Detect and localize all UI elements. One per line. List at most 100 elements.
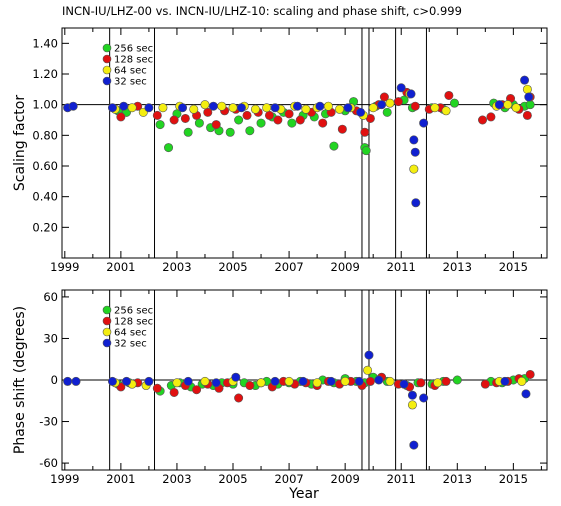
top-y-axis-label: Scaling factor xyxy=(12,95,28,191)
data-point xyxy=(144,103,154,113)
scaling-factor-panel: 1999 2001 2003 2005 2007 2009 2011 2013 2015 0.20… xyxy=(12,27,548,274)
x-tick-label: 2007 xyxy=(274,472,303,486)
data-point xyxy=(396,83,406,93)
data-point xyxy=(385,376,395,386)
data-point xyxy=(409,135,419,145)
x-tick-label: 2001 xyxy=(106,260,135,274)
x-tick-label: 2015 xyxy=(499,260,528,274)
data-point xyxy=(511,103,521,113)
x-tick-label: 1999 xyxy=(50,472,79,486)
data-point xyxy=(444,90,454,100)
data-point xyxy=(178,103,188,113)
data-point xyxy=(68,101,78,111)
data-point xyxy=(211,120,221,130)
data-point xyxy=(419,393,429,403)
data-point xyxy=(410,101,420,111)
data-point xyxy=(245,381,255,391)
x-tick-label: 2011 xyxy=(387,472,416,486)
data-point xyxy=(127,103,137,113)
data-point xyxy=(409,440,419,450)
x-tick-label: 2015 xyxy=(499,472,528,486)
data-point xyxy=(217,101,227,111)
data-point xyxy=(337,124,347,134)
data-point xyxy=(340,376,350,386)
data-point xyxy=(234,115,244,125)
data-point xyxy=(441,376,451,386)
data-point xyxy=(410,147,420,157)
data-point xyxy=(377,100,387,110)
data-point xyxy=(374,375,384,385)
legend-marker xyxy=(102,316,112,326)
data-point xyxy=(292,101,302,111)
y-tick-label: 0 xyxy=(51,373,58,387)
data-point xyxy=(312,378,322,388)
bottom-y-axis-label: Phase shift (degrees) xyxy=(12,306,28,454)
data-point xyxy=(225,127,235,137)
data-point xyxy=(194,118,204,128)
legend-marker xyxy=(102,54,112,64)
legend-marker xyxy=(102,338,112,348)
top-plot-frame xyxy=(61,27,548,259)
data-point xyxy=(524,92,534,102)
legend-marker xyxy=(102,327,112,337)
data-point xyxy=(364,350,374,360)
data-point xyxy=(231,372,241,382)
data-point xyxy=(250,104,260,114)
x-axis-label: Year xyxy=(288,486,319,502)
data-point xyxy=(354,376,364,386)
data-point xyxy=(407,390,417,400)
data-point xyxy=(522,110,532,120)
data-point xyxy=(71,376,81,386)
y-tick-label: 0.80 xyxy=(32,128,58,142)
x-tick-label: 1999 xyxy=(50,260,79,274)
data-point xyxy=(409,164,419,174)
data-point xyxy=(262,103,272,113)
data-point xyxy=(368,103,378,113)
legend-label: 32 sec xyxy=(114,339,147,350)
legend-marker xyxy=(102,65,112,75)
data-point xyxy=(449,98,459,108)
data-point xyxy=(200,376,210,386)
data-point xyxy=(158,103,168,113)
data-point xyxy=(208,101,218,111)
data-point xyxy=(164,143,174,153)
data-point xyxy=(503,100,513,110)
data-point xyxy=(521,389,531,399)
data-point xyxy=(525,100,535,110)
data-point xyxy=(525,369,535,379)
data-point xyxy=(301,104,311,114)
data-point xyxy=(407,400,417,410)
y-tick-label: 30 xyxy=(43,331,58,345)
data-point xyxy=(119,101,129,111)
data-point xyxy=(234,393,244,403)
data-point xyxy=(517,376,527,386)
data-point xyxy=(270,376,280,386)
data-point xyxy=(284,376,294,386)
data-point xyxy=(273,115,283,125)
data-point xyxy=(326,376,336,386)
data-point xyxy=(406,89,416,99)
data-point xyxy=(318,118,328,128)
data-point xyxy=(183,376,193,386)
data-point xyxy=(520,75,530,85)
data-point xyxy=(478,115,488,125)
chart-title: INCN-IU/LHZ-00 vs. INCN-IU/LHZ-10: scali… xyxy=(62,4,462,18)
y-tick-label: -60 xyxy=(39,456,58,470)
x-tick-label: 2003 xyxy=(162,472,191,486)
data-point xyxy=(155,120,165,130)
data-point xyxy=(256,118,266,128)
y-tick-label: 0.20 xyxy=(32,220,58,234)
data-point xyxy=(169,115,179,125)
phase-shift-panel: 1999 2001 2003 2005 2007 2009 2011 2013 2015 -60 -… xyxy=(12,289,548,502)
data-point xyxy=(245,126,255,136)
data-point xyxy=(361,146,371,156)
data-point xyxy=(315,101,325,111)
data-point xyxy=(242,110,252,120)
data-point xyxy=(522,84,532,94)
data-point xyxy=(382,107,392,117)
data-point xyxy=(411,198,421,208)
data-point xyxy=(152,110,162,120)
x-tick-label: 2001 xyxy=(106,472,135,486)
x-tick-label: 2011 xyxy=(387,260,416,274)
data-point xyxy=(433,378,443,388)
